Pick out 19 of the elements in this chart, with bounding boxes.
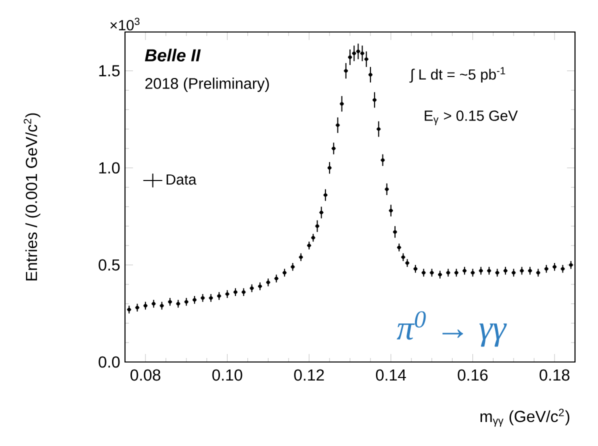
annotation: 2018 (Preliminary) [145, 78, 269, 92]
annotation: E$_{γ}$ > 0.15 GeV [424, 110, 518, 126]
x-tick-label: 0.10 [212, 369, 242, 381]
annotation: ∫ L dt = ~5 pb$^{-1}$ [409, 67, 506, 83]
annotation: π$^{0}$ → γγ [396, 311, 507, 347]
text: ×10$^{3}$ [110, 18, 140, 30]
legend-label: Data [166, 174, 196, 185]
y-tick-label: 0.5 [98, 259, 120, 271]
x-tick-label: 0.12 [294, 369, 324, 381]
x-tick-label: 0.08 [130, 369, 160, 381]
y-axis-title: Entries / (0.001 GeV/c$^{2}$) [24, 113, 40, 280]
x-tick-label: 0.18 [540, 369, 570, 381]
y-tick-label: 0.0 [98, 356, 120, 368]
x-tick-label: 0.14 [376, 369, 406, 381]
x-axis-title: m$_{γγ}$ (GeV/c$^{2}$) [480, 408, 570, 427]
x-tick-label: 0.16 [458, 369, 488, 381]
y-tick-label: 1.5 [99, 65, 120, 76]
annotation: Belle II [144, 48, 201, 62]
y-tick-label: 1.0 [99, 162, 120, 174]
